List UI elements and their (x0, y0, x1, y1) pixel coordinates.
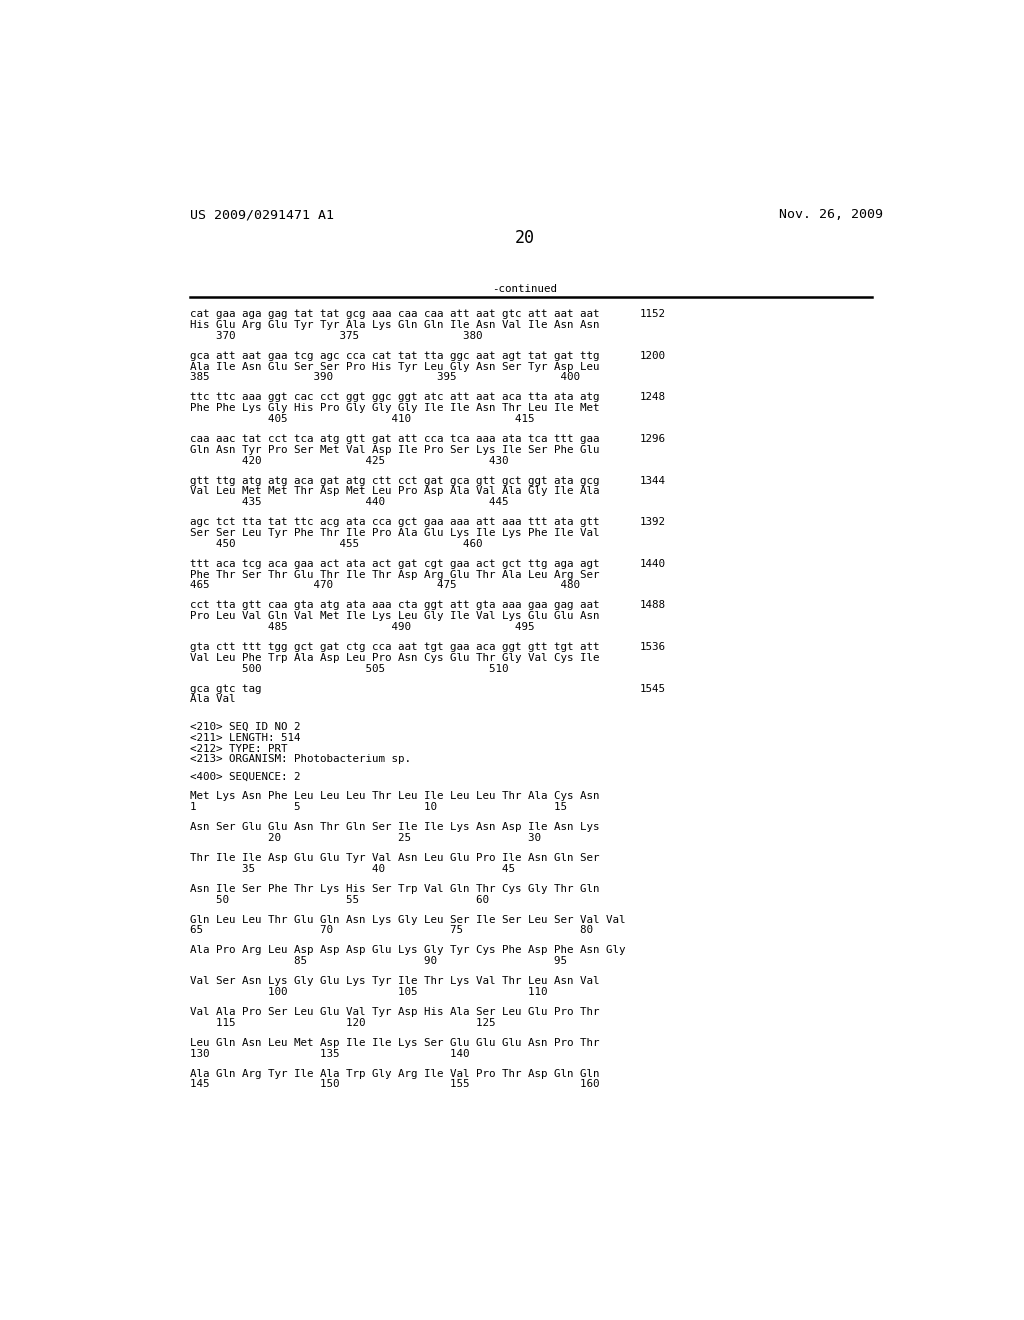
Text: gca att aat gaa tcg agc cca cat tat tta ggc aat agt tat gat ttg: gca att aat gaa tcg agc cca cat tat tta … (190, 351, 599, 360)
Text: Asn Ser Glu Glu Asn Thr Gln Ser Ile Ile Lys Asn Asp Ile Asn Lys: Asn Ser Glu Glu Asn Thr Gln Ser Ile Ile … (190, 822, 599, 832)
Text: Thr Ile Ile Asp Glu Glu Tyr Val Asn Leu Glu Pro Ile Asn Gln Ser: Thr Ile Ile Asp Glu Glu Tyr Val Asn Leu … (190, 853, 599, 863)
Text: 1536: 1536 (640, 642, 666, 652)
Text: Val Leu Phe Trp Ala Asp Leu Pro Asn Cys Glu Thr Gly Val Cys Ile: Val Leu Phe Trp Ala Asp Leu Pro Asn Cys … (190, 653, 599, 663)
Text: Asn Ile Ser Phe Thr Lys His Ser Trp Val Gln Thr Cys Gly Thr Gln: Asn Ile Ser Phe Thr Lys His Ser Trp Val … (190, 884, 599, 894)
Text: Ala Ile Asn Glu Ser Ser Pro His Tyr Leu Gly Asn Ser Tyr Asp Leu: Ala Ile Asn Glu Ser Ser Pro His Tyr Leu … (190, 362, 599, 372)
Text: caa aac tat cct tca atg gtt gat att cca tca aaa ata tca ttt gaa: caa aac tat cct tca atg gtt gat att cca … (190, 434, 599, 444)
Text: 450                455                460: 450 455 460 (190, 539, 482, 549)
Text: 100                 105                 110: 100 105 110 (190, 987, 548, 997)
Text: 385                390                395                400: 385 390 395 400 (190, 372, 580, 383)
Text: <212> TYPE: PRT: <212> TYPE: PRT (190, 743, 288, 754)
Text: -continued: -continued (493, 284, 557, 294)
Text: <210> SEQ ID NO 2: <210> SEQ ID NO 2 (190, 722, 300, 733)
Text: 420                425                430: 420 425 430 (190, 455, 509, 466)
Text: US 2009/0291471 A1: US 2009/0291471 A1 (190, 209, 334, 222)
Text: 145                 150                 155                 160: 145 150 155 160 (190, 1080, 599, 1089)
Text: gta ctt ttt tgg gct gat ctg cca aat tgt gaa aca ggt gtt tgt att: gta ctt ttt tgg gct gat ctg cca aat tgt … (190, 642, 599, 652)
Text: agc tct tta tat ttc acg ata cca gct gaa aaa att aaa ttt ata gtt: agc tct tta tat ttc acg ata cca gct gaa … (190, 517, 599, 527)
Text: Ala Pro Arg Leu Asp Asp Asp Glu Lys Gly Tyr Cys Phe Asp Phe Asn Gly: Ala Pro Arg Leu Asp Asp Asp Glu Lys Gly … (190, 945, 626, 956)
Text: 65                  70                  75                  80: 65 70 75 80 (190, 925, 593, 936)
Text: <211> LENGTH: 514: <211> LENGTH: 514 (190, 733, 300, 743)
Text: 465                470                475                480: 465 470 475 480 (190, 581, 580, 590)
Text: 1248: 1248 (640, 392, 666, 403)
Text: 20: 20 (515, 230, 535, 247)
Text: 405                410                415: 405 410 415 (190, 414, 535, 424)
Text: <213> ORGANISM: Photobacterium sp.: <213> ORGANISM: Photobacterium sp. (190, 755, 411, 764)
Text: 500                505                510: 500 505 510 (190, 664, 509, 673)
Text: Val Ala Pro Ser Leu Glu Val Tyr Asp His Ala Ser Leu Glu Pro Thr: Val Ala Pro Ser Leu Glu Val Tyr Asp His … (190, 1007, 599, 1016)
Text: Nov. 26, 2009: Nov. 26, 2009 (779, 209, 883, 222)
Text: cat gaa aga gag tat tat gcg aaa caa caa att aat gtc att aat aat: cat gaa aga gag tat tat gcg aaa caa caa … (190, 309, 599, 319)
Text: 50                  55                  60: 50 55 60 (190, 895, 489, 904)
Text: 1488: 1488 (640, 601, 666, 610)
Text: 1545: 1545 (640, 684, 666, 693)
Text: ttc ttc aaa ggt cac cct ggt ggc ggt atc att aat aca tta ata atg: ttc ttc aaa ggt cac cct ggt ggc ggt atc … (190, 392, 599, 403)
Text: His Glu Arg Glu Tyr Tyr Ala Lys Gln Gln Ile Asn Val Ile Asn Asn: His Glu Arg Glu Tyr Tyr Ala Lys Gln Gln … (190, 321, 599, 330)
Text: 20                  25                  30: 20 25 30 (190, 833, 541, 843)
Text: Phe Thr Ser Thr Glu Thr Ile Thr Asp Arg Glu Thr Ala Leu Arg Ser: Phe Thr Ser Thr Glu Thr Ile Thr Asp Arg … (190, 570, 599, 579)
Text: ttt aca tcg aca gaa act ata act gat cgt gaa act gct ttg aga agt: ttt aca tcg aca gaa act ata act gat cgt … (190, 558, 599, 569)
Text: 435                440                445: 435 440 445 (190, 498, 509, 507)
Text: 115                 120                 125: 115 120 125 (190, 1018, 496, 1028)
Text: 35                  40                  45: 35 40 45 (190, 863, 515, 874)
Text: 1344: 1344 (640, 475, 666, 486)
Text: gca gtc tag: gca gtc tag (190, 684, 261, 693)
Text: Gln Leu Leu Thr Glu Gln Asn Lys Gly Leu Ser Ile Ser Leu Ser Val Val: Gln Leu Leu Thr Glu Gln Asn Lys Gly Leu … (190, 915, 626, 924)
Text: 370                375                380: 370 375 380 (190, 331, 482, 341)
Text: <400> SEQUENCE: 2: <400> SEQUENCE: 2 (190, 771, 300, 781)
Text: 1200: 1200 (640, 351, 666, 360)
Text: 1392: 1392 (640, 517, 666, 527)
Text: 1296: 1296 (640, 434, 666, 444)
Text: 1152: 1152 (640, 309, 666, 319)
Text: Met Lys Asn Phe Leu Leu Leu Thr Leu Ile Leu Leu Thr Ala Cys Asn: Met Lys Asn Phe Leu Leu Leu Thr Leu Ile … (190, 792, 599, 801)
Text: 1440: 1440 (640, 558, 666, 569)
Text: Phe Phe Lys Gly His Pro Gly Gly Gly Ile Ile Asn Thr Leu Ile Met: Phe Phe Lys Gly His Pro Gly Gly Gly Ile … (190, 404, 599, 413)
Text: 485                490                495: 485 490 495 (190, 622, 535, 632)
Text: Val Leu Met Met Thr Asp Met Leu Pro Asp Ala Val Ala Gly Ile Ala: Val Leu Met Met Thr Asp Met Leu Pro Asp … (190, 487, 599, 496)
Text: Gln Asn Tyr Pro Ser Met Val Asp Ile Pro Ser Lys Ile Ser Phe Glu: Gln Asn Tyr Pro Ser Met Val Asp Ile Pro … (190, 445, 599, 455)
Text: Leu Gln Asn Leu Met Asp Ile Ile Lys Ser Glu Glu Glu Asn Pro Thr: Leu Gln Asn Leu Met Asp Ile Ile Lys Ser … (190, 1038, 599, 1048)
Text: Val Ser Asn Lys Gly Glu Lys Tyr Ile Thr Lys Val Thr Leu Asn Val: Val Ser Asn Lys Gly Glu Lys Tyr Ile Thr … (190, 977, 599, 986)
Text: cct tta gtt caa gta atg ata aaa cta ggt att gta aaa gaa gag aat: cct tta gtt caa gta atg ata aaa cta ggt … (190, 601, 599, 610)
Text: Ala Val: Ala Val (190, 694, 236, 705)
Text: Ser Ser Leu Tyr Phe Thr Ile Pro Ala Glu Lys Ile Lys Phe Ile Val: Ser Ser Leu Tyr Phe Thr Ile Pro Ala Glu … (190, 528, 599, 539)
Text: 130                 135                 140: 130 135 140 (190, 1048, 469, 1059)
Text: 85                  90                  95: 85 90 95 (190, 956, 567, 966)
Text: Ala Gln Arg Tyr Ile Ala Trp Gly Arg Ile Val Pro Thr Asp Gln Gln: Ala Gln Arg Tyr Ile Ala Trp Gly Arg Ile … (190, 1069, 599, 1078)
Text: 1               5                   10                  15: 1 5 10 15 (190, 803, 567, 812)
Text: Pro Leu Val Gln Val Met Ile Lys Leu Gly Ile Val Lys Glu Glu Asn: Pro Leu Val Gln Val Met Ile Lys Leu Gly … (190, 611, 599, 622)
Text: gtt ttg atg atg aca gat atg ctt cct gat gca gtt gct ggt ata gcg: gtt ttg atg atg aca gat atg ctt cct gat … (190, 475, 599, 486)
